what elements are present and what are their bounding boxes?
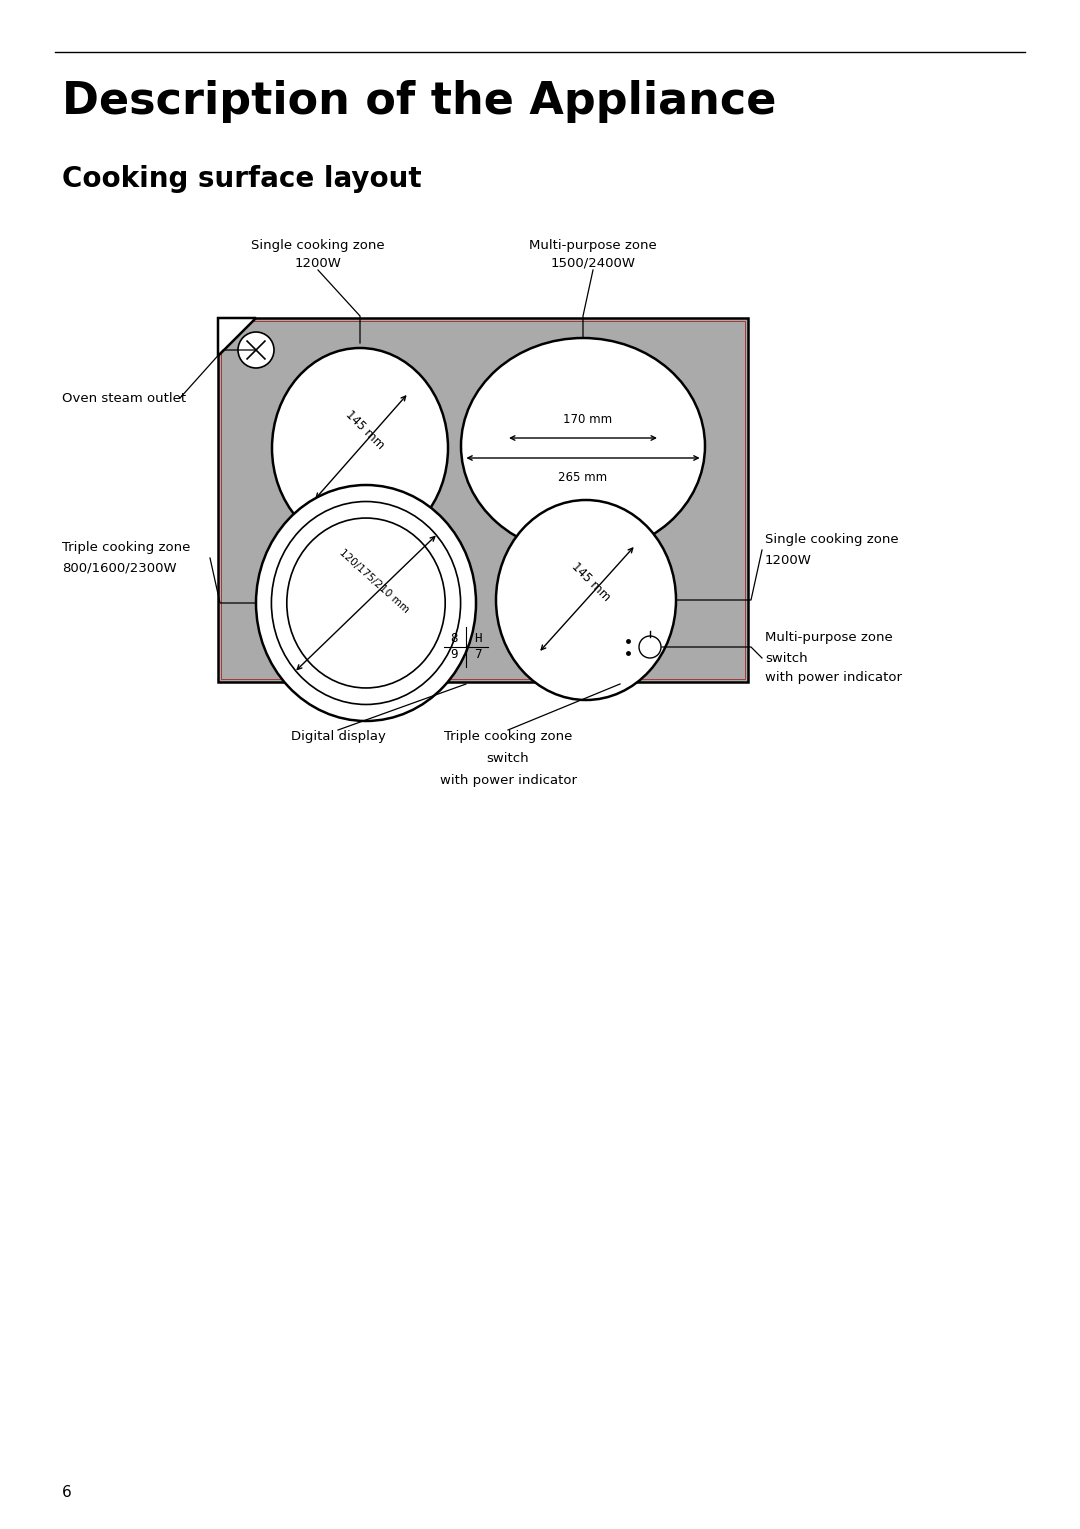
Circle shape (238, 332, 274, 368)
Ellipse shape (461, 338, 705, 553)
Text: H: H (474, 633, 482, 645)
Text: 120/175/210 mm: 120/175/210 mm (337, 547, 410, 615)
Text: 8: 8 (450, 633, 458, 645)
Text: Cooking surface layout: Cooking surface layout (62, 165, 421, 193)
Text: 7: 7 (474, 648, 482, 662)
Text: Multi-purpose zone: Multi-purpose zone (529, 239, 657, 252)
Text: 800/1600/2300W: 800/1600/2300W (62, 561, 177, 575)
Text: Description of the Appliance: Description of the Appliance (62, 80, 777, 122)
Text: 1200W: 1200W (765, 553, 812, 567)
Text: Multi-purpose zone: Multi-purpose zone (765, 631, 893, 645)
Text: Triple cooking zone: Triple cooking zone (62, 541, 190, 555)
Text: 1500/2400W: 1500/2400W (551, 257, 635, 271)
Text: with power indicator: with power indicator (440, 774, 577, 787)
Text: 9: 9 (450, 648, 458, 662)
Ellipse shape (256, 485, 476, 722)
Text: 145 mm: 145 mm (569, 560, 613, 604)
Text: Single cooking zone: Single cooking zone (765, 534, 899, 546)
Text: switch: switch (487, 752, 529, 764)
Text: with power indicator: with power indicator (765, 671, 902, 685)
Text: Oven steam outlet: Oven steam outlet (62, 391, 186, 405)
Bar (218, 318, 748, 682)
Polygon shape (218, 318, 256, 356)
Text: 265 mm: 265 mm (558, 471, 608, 485)
Bar (221, 321, 745, 679)
Ellipse shape (272, 349, 448, 547)
Text: 145 mm: 145 mm (343, 408, 387, 453)
Ellipse shape (496, 500, 676, 700)
Text: switch: switch (765, 651, 808, 665)
Text: 1200W: 1200W (295, 257, 341, 271)
Text: Triple cooking zone: Triple cooking zone (444, 729, 572, 743)
Text: Single cooking zone: Single cooking zone (252, 239, 384, 252)
Text: 170 mm: 170 mm (564, 413, 612, 427)
Text: 6: 6 (62, 1485, 71, 1500)
Text: Digital display: Digital display (291, 729, 386, 743)
